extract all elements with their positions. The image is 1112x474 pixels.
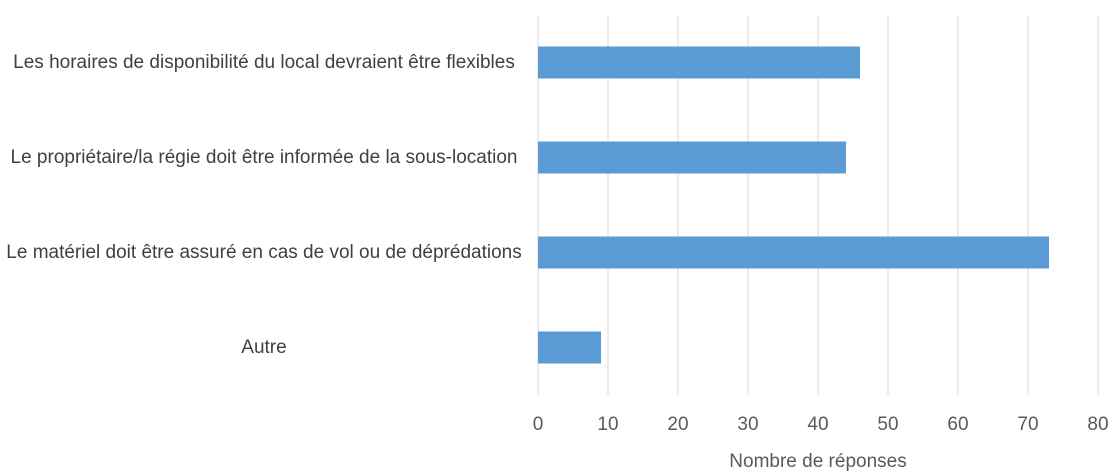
x-tick-label: 80 bbox=[1087, 414, 1108, 435]
bar bbox=[538, 331, 601, 364]
y-tick-label: Le matériel doit être assuré en cas de v… bbox=[6, 241, 522, 263]
bar bbox=[538, 46, 860, 79]
x-tick-label: 20 bbox=[667, 414, 688, 435]
x-tick-label: 40 bbox=[807, 414, 828, 435]
x-tick-label: 60 bbox=[947, 414, 968, 435]
x-axis-title: Nombre de réponses bbox=[729, 451, 906, 472]
x-tick-label: 50 bbox=[877, 414, 898, 435]
bar bbox=[538, 141, 846, 174]
x-tick-label: 70 bbox=[1017, 414, 1038, 435]
y-tick-label: Les horaires de disponibilité du local d… bbox=[13, 51, 515, 73]
y-tick-label: Autre bbox=[241, 336, 287, 358]
bar bbox=[538, 236, 1049, 269]
x-tick-label: 10 bbox=[597, 414, 618, 435]
y-tick-label: Le propriétaire/la régie doit être infor… bbox=[10, 146, 518, 168]
x-tick-label: 0 bbox=[533, 414, 544, 435]
x-tick-label: 30 bbox=[737, 414, 758, 435]
